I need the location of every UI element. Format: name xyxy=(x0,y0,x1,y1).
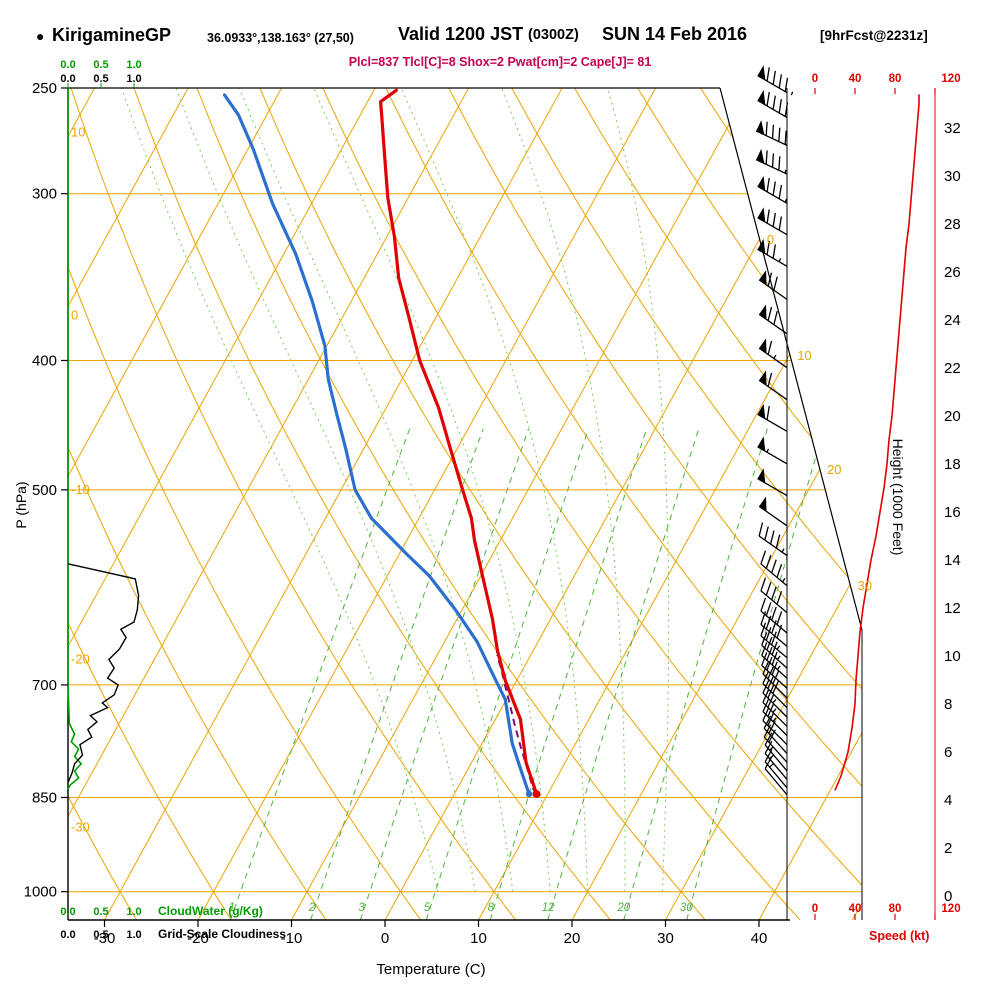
svg-text:-30: -30 xyxy=(71,819,90,834)
svg-text:0.5: 0.5 xyxy=(93,73,108,85)
svg-text:8: 8 xyxy=(488,902,495,914)
svg-text:-20: -20 xyxy=(71,652,90,667)
svg-text:500: 500 xyxy=(32,482,57,499)
svg-text:300: 300 xyxy=(32,186,57,203)
svg-text:120: 120 xyxy=(941,73,960,85)
background-lattice xyxy=(68,88,862,920)
svg-text:40: 40 xyxy=(751,930,768,947)
forecast-tag: [9hrFcst@2231z] xyxy=(820,28,928,43)
svg-text:P (hPa): P (hPa) xyxy=(13,481,29,528)
svg-text:20: 20 xyxy=(944,408,961,425)
svg-text:18: 18 xyxy=(944,456,961,473)
svg-text:4: 4 xyxy=(944,792,952,809)
svg-text:850: 850 xyxy=(32,789,57,806)
svg-text:-20: -20 xyxy=(187,930,209,947)
svg-text:10: 10 xyxy=(944,648,961,665)
svg-text:Temperature (C): Temperature (C) xyxy=(376,961,485,978)
valid-time-utc: (0300Z) xyxy=(528,27,579,43)
svg-text:2: 2 xyxy=(308,902,316,914)
svg-text:-10: -10 xyxy=(281,930,303,947)
svg-text:14: 14 xyxy=(944,552,961,569)
svg-text:22: 22 xyxy=(944,360,961,377)
dewpoint-curve xyxy=(222,93,531,796)
svg-text:80: 80 xyxy=(889,903,902,915)
wind-barbs xyxy=(755,65,794,796)
svg-text:12: 12 xyxy=(542,902,555,914)
svg-text:32: 32 xyxy=(944,120,961,137)
svg-text:0: 0 xyxy=(381,930,389,947)
svg-text:Grid-Scale Cloudiness: Grid-Scale Cloudiness xyxy=(158,927,286,941)
svg-text:12: 12 xyxy=(944,600,961,617)
svg-text:0: 0 xyxy=(812,73,818,85)
svg-text:40: 40 xyxy=(849,73,862,85)
svg-text:1.0: 1.0 xyxy=(126,73,141,85)
svg-text:10: 10 xyxy=(71,125,85,140)
plot-frame xyxy=(67,87,936,921)
station-name: KirigamineGP xyxy=(52,25,172,45)
svg-text:0.0: 0.0 xyxy=(60,59,75,71)
svg-text:700: 700 xyxy=(32,677,57,694)
svg-text:8: 8 xyxy=(944,696,952,713)
valid-time: Valid 1200 JST xyxy=(398,24,524,44)
sounding-parameters: Plcl=837 Tlcl[C]=8 Shox=2 Pwat[cm]=2 Cap… xyxy=(348,55,652,69)
svg-text:0.5: 0.5 xyxy=(93,929,108,941)
svg-text:1: 1 xyxy=(229,902,235,914)
svg-text:Height (1000 Feet): Height (1000 Feet) xyxy=(890,439,906,556)
speed-profile xyxy=(834,94,920,791)
svg-text:0.5: 0.5 xyxy=(93,59,108,71)
svg-text:1000: 1000 xyxy=(24,884,57,901)
svg-text:80: 80 xyxy=(889,73,902,85)
svg-text:400: 400 xyxy=(32,352,57,369)
svg-text:24: 24 xyxy=(944,312,961,329)
svg-text:5: 5 xyxy=(424,902,431,914)
valid-date: SUN 14 Feb 2016 xyxy=(602,24,748,44)
temperature-curve xyxy=(379,88,539,796)
sounding-curves xyxy=(222,88,541,799)
station-bullet-icon: ● xyxy=(36,28,45,44)
svg-text:6: 6 xyxy=(944,744,952,761)
svg-text:0: 0 xyxy=(767,232,774,247)
svg-text:1.0: 1.0 xyxy=(126,929,141,941)
svg-text:30: 30 xyxy=(944,168,961,185)
svg-text:0.0: 0.0 xyxy=(60,906,75,918)
svg-text:120: 120 xyxy=(941,903,960,915)
svg-text:20: 20 xyxy=(616,902,630,914)
surface-temp-dot xyxy=(532,790,541,799)
station-coordinates: 36.0933°,138.163° (27,50) xyxy=(207,31,354,45)
svg-text:0: 0 xyxy=(944,888,952,905)
svg-text:26: 26 xyxy=(944,264,961,281)
svg-text:-10: -10 xyxy=(71,482,90,497)
svg-text:0: 0 xyxy=(812,903,818,915)
svg-text:20: 20 xyxy=(827,462,841,477)
svg-text:10: 10 xyxy=(797,348,811,363)
svg-text:Speed (kt): Speed (kt) xyxy=(869,929,929,943)
svg-text:0.0: 0.0 xyxy=(60,929,75,941)
svg-text:2: 2 xyxy=(944,840,952,857)
svg-text:10: 10 xyxy=(470,930,487,947)
svg-text:20: 20 xyxy=(564,930,581,947)
surface-dewpoint-dot xyxy=(525,790,533,798)
svg-text:0: 0 xyxy=(71,307,78,322)
svg-text:1.0: 1.0 xyxy=(126,59,141,71)
svg-text:30: 30 xyxy=(680,902,693,914)
svg-text:3: 3 xyxy=(358,902,365,914)
svg-text:0.0: 0.0 xyxy=(60,73,75,85)
svg-text:30: 30 xyxy=(657,930,674,947)
cloud-profiles xyxy=(67,88,140,790)
svg-text:-30: -30 xyxy=(94,930,116,947)
svg-text:1.0: 1.0 xyxy=(126,906,141,918)
svg-text:16: 16 xyxy=(944,504,961,521)
svg-text:28: 28 xyxy=(944,216,961,233)
svg-text:30: 30 xyxy=(857,578,871,593)
svg-text:40: 40 xyxy=(849,903,862,915)
svg-text:0.5: 0.5 xyxy=(93,906,108,918)
svg-text:CloudWater (g/Kg): CloudWater (g/Kg) xyxy=(158,904,263,918)
svg-text:250: 250 xyxy=(32,80,57,97)
